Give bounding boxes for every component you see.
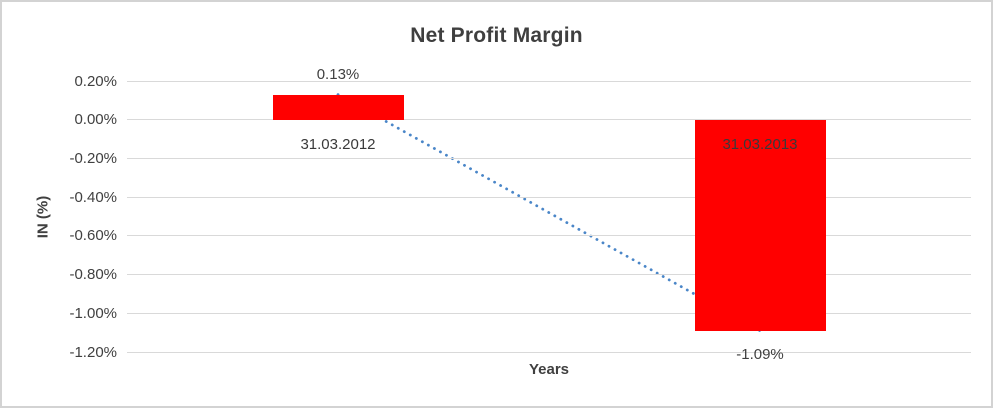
y-tick-label: 0.20%: [74, 72, 117, 90]
y-tick-label: -0.40%: [69, 188, 117, 206]
y-tick-label: -0.60%: [69, 227, 117, 245]
gridline: [127, 196, 971, 198]
y-tick-label: -1.00%: [69, 304, 117, 322]
gridline: [127, 312, 971, 314]
y-tick-label: -0.20%: [69, 149, 117, 167]
gridline: [127, 80, 971, 82]
gridline: [127, 274, 971, 276]
value-label: 0.13%: [316, 65, 360, 83]
bar-31.03.2012: [272, 94, 404, 120]
x-axis-title: Years: [528, 361, 570, 378]
y-tick-label: -0.80%: [69, 266, 117, 284]
gridline: [127, 235, 971, 237]
bar-31.03.2013: [694, 119, 826, 331]
gridline: [127, 119, 971, 121]
value-label: -1.09%: [736, 345, 784, 363]
gridline: [127, 351, 971, 353]
chart-title: Net Profit Margin: [410, 24, 583, 47]
category-label: 31.03.2013: [722, 135, 798, 153]
y-tick-label: 0.00%: [74, 111, 117, 129]
category-label: 31.03.2012: [300, 135, 376, 153]
gridline: [127, 157, 971, 159]
y-tick-label: -1.20%: [69, 343, 117, 361]
